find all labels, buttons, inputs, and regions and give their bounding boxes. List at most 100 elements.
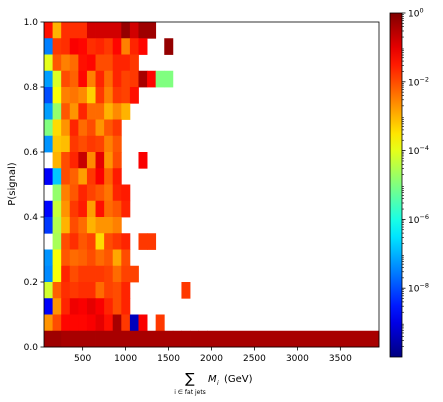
heatmap-cell xyxy=(44,87,53,104)
heatmap-cell xyxy=(104,217,114,234)
heatmap-cells xyxy=(44,22,380,348)
heatmap-cell xyxy=(61,168,71,185)
heatmap-cell xyxy=(61,54,71,72)
heatmap-cell xyxy=(44,298,53,315)
x-axis-label-unit: (GeV) xyxy=(224,374,253,385)
heatmap-cell xyxy=(52,265,62,283)
heatmap-cell xyxy=(61,119,71,137)
heatmap-cell xyxy=(69,87,79,104)
heatmap-cell xyxy=(52,119,62,137)
heatmap-cell xyxy=(112,298,122,315)
colorbar-tick-label: 10−8 xyxy=(408,282,429,295)
heatmap-cell xyxy=(86,200,96,218)
heatmap-cell xyxy=(104,314,114,332)
heatmap-cell xyxy=(112,233,122,250)
heatmap-cell xyxy=(112,184,122,202)
heatmap-cell xyxy=(78,298,88,315)
heatmap-cell xyxy=(121,249,131,267)
heatmap-cell xyxy=(69,200,79,218)
heatmap-cell xyxy=(95,119,105,137)
heatmap-cell xyxy=(104,54,114,72)
heatmap-cell xyxy=(138,38,148,55)
heatmap-cell xyxy=(121,298,131,315)
colorbar-tick-label: 10−2 xyxy=(408,75,429,88)
heatmap-cell xyxy=(121,184,131,202)
heatmap-cell xyxy=(44,38,53,55)
heatmap-cell xyxy=(190,330,200,348)
heatmap-cell xyxy=(44,103,53,120)
heatmap-cell xyxy=(181,330,191,348)
heatmap-cell xyxy=(121,38,131,55)
heatmap-cell xyxy=(61,282,71,299)
heatmap-cell xyxy=(129,54,139,72)
heatmap-cell xyxy=(138,314,148,332)
x-axis-label-sum: ∑ xyxy=(185,371,195,387)
heatmap-cell xyxy=(69,265,79,283)
heatmap-cell xyxy=(86,282,96,299)
heatmap-cell xyxy=(95,233,105,250)
x-tick-label: 2500 xyxy=(243,354,266,364)
colorbar-tick-label: 10−6 xyxy=(408,213,429,226)
heatmap-cell xyxy=(78,282,88,299)
heatmap-cell xyxy=(112,103,122,120)
heatmap-cell xyxy=(95,22,105,39)
heatmap-cell xyxy=(86,330,96,348)
heatmap-cell xyxy=(138,330,148,348)
heatmap-cell xyxy=(69,54,79,72)
heatmap-cell xyxy=(95,184,105,202)
heatmap-cell xyxy=(121,70,131,88)
heatmap-cell xyxy=(112,168,122,185)
heatmap-cell xyxy=(112,217,122,234)
heatmap-cell xyxy=(112,314,122,332)
x-axis-label-var-sub: i xyxy=(217,380,219,387)
heatmap-cell xyxy=(61,184,71,202)
heatmap-cell xyxy=(52,298,62,315)
heatmap-cell xyxy=(44,135,53,153)
heatmap-cell xyxy=(112,38,122,55)
heatmap-cell xyxy=(69,233,79,250)
x-tick-label: 500 xyxy=(74,354,91,364)
heatmap-cell xyxy=(78,168,88,185)
heatmap-cell xyxy=(95,298,105,315)
heatmap-cell xyxy=(44,200,53,218)
heatmap-cell xyxy=(129,38,139,55)
heatmap-cell xyxy=(69,249,79,267)
heatmap-cell xyxy=(52,38,62,55)
heatmap-cell xyxy=(95,152,105,169)
heatmap-cell xyxy=(69,184,79,202)
heatmap-cell xyxy=(104,330,114,348)
heatmap-cell xyxy=(78,119,88,137)
heatmap-cell xyxy=(104,103,114,120)
heatmap-cell xyxy=(104,119,114,137)
heatmap-cell xyxy=(129,22,139,39)
heatmap-cell xyxy=(112,200,122,218)
heatmap-cell xyxy=(95,38,105,55)
heatmap-cell xyxy=(121,265,131,283)
heatmap-cell xyxy=(121,87,131,104)
heatmap-cell xyxy=(112,119,122,137)
heatmap-cell xyxy=(129,70,139,88)
heatmap-cell xyxy=(52,54,62,72)
heatmap-cell xyxy=(78,314,88,332)
heatmap-cell xyxy=(61,135,71,153)
heatmap-cell xyxy=(52,87,62,104)
heatmap-cell xyxy=(112,265,122,283)
heatmap-cell xyxy=(121,282,131,299)
heatmap-cell xyxy=(44,265,53,283)
heatmap-cell xyxy=(155,70,165,88)
heatmap-cell xyxy=(112,249,122,267)
heatmap-cell xyxy=(69,282,79,299)
heatmap-cell xyxy=(86,70,96,88)
heatmap-cell xyxy=(78,184,88,202)
heatmap-cell xyxy=(172,330,182,348)
heatmap-cell xyxy=(44,168,53,185)
x-tick-label: 3500 xyxy=(329,354,352,364)
heatmap-cell xyxy=(104,282,114,299)
heatmap-cell xyxy=(164,330,174,348)
heatmap-cell xyxy=(104,249,114,267)
colorbar-tick-label: 10−4 xyxy=(408,144,429,157)
heatmap-cell xyxy=(86,217,96,234)
heatmap-cell xyxy=(164,70,174,88)
heatmap-cell xyxy=(112,87,122,104)
colorbar xyxy=(390,13,402,357)
